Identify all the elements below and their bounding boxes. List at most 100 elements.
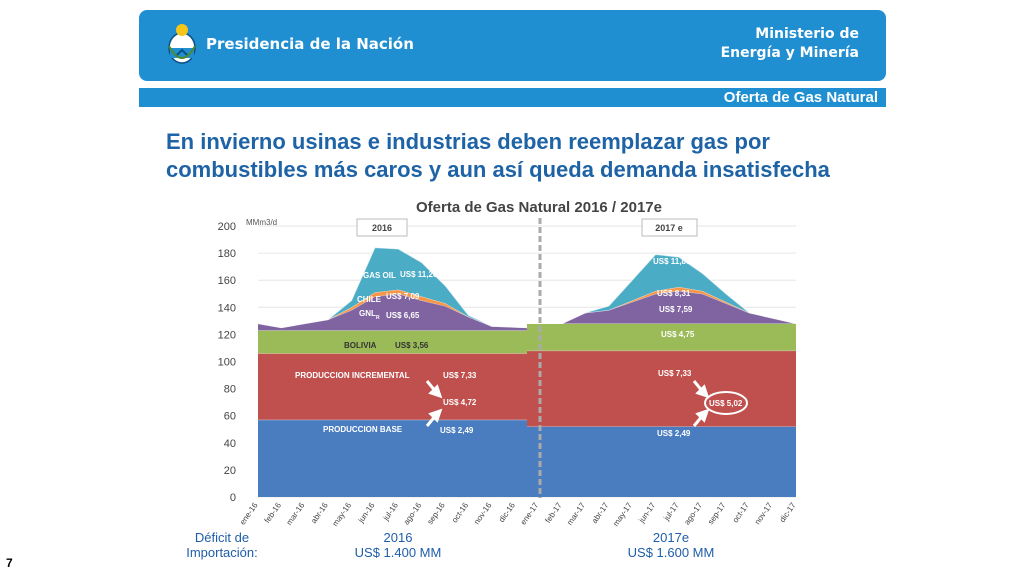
page-number: 7: [6, 556, 13, 570]
area-gas-oil: [258, 247, 527, 328]
x-tick-label: abr-17: [590, 501, 611, 526]
section-bar: Oferta de Gas Natural: [139, 88, 886, 107]
x-tick-label: jun-16: [356, 501, 377, 526]
area-bolivia: [527, 323, 796, 351]
label-bolivia: BOLIVIA: [344, 341, 377, 350]
price-base-2016: US$ 2,49: [440, 426, 474, 435]
arrow-2016-down-head: [428, 384, 443, 399]
label-gnl: GNL: [359, 309, 376, 318]
slide-headline: En invierno usinas e industrias deben re…: [166, 128, 926, 184]
x-tick-label: ago-16: [402, 501, 424, 527]
x-tick-label: oct-16: [450, 501, 470, 525]
y-tick-label: 120: [218, 329, 236, 341]
price-gas-oil-2016: US$ 11,20: [400, 270, 438, 279]
arrow-2017-up-head: [695, 408, 710, 423]
x-tick-label: dic-17: [778, 501, 798, 524]
arrow-2017-down-head: [695, 384, 710, 399]
period-label-2016: 2016: [372, 223, 392, 233]
label-gnl-sub: R: [376, 315, 380, 321]
price-base-2017: US$ 2,49: [657, 429, 691, 438]
headline-line-2: combustibles más caros y aun así queda d…: [166, 157, 830, 182]
y-tick-label: 160: [218, 275, 236, 287]
x-tick-label: jul-16: [381, 501, 400, 523]
y-tick-label: 180: [218, 248, 236, 260]
deficit-label-line2: Importación:: [186, 545, 258, 560]
chart-areas: [257, 247, 797, 497]
y-tick-label: 0: [230, 492, 236, 504]
deficit-label-line1: Déficit de: [194, 530, 250, 545]
deficit-label: Déficit de Importación:: [172, 530, 272, 560]
x-tick-label: ago-17: [682, 501, 704, 527]
section-title: Oferta de Gas Natural: [723, 89, 878, 106]
header-banner: [139, 10, 886, 81]
y-tick-label: 60: [224, 411, 236, 423]
deficit-2017: 2017e US$ 1.600 MM: [613, 530, 729, 560]
chart-y-axis: 0 20 40 60 80 100 120 140 160 180 200: [218, 221, 236, 504]
price-incremental-2016: US$ 7,33: [443, 371, 477, 380]
area-produccion-incremental: [527, 350, 796, 427]
unit-label: MMm3/d: [246, 218, 277, 227]
highlight-ellipse: [704, 391, 748, 415]
x-tick-label: oct-17: [731, 501, 751, 525]
chart-title: Oferta de Gas Natural 2016 / 2017e: [416, 199, 662, 216]
price-mid-2017: US$ 5,02: [709, 399, 743, 408]
label-gas-oil: GAS OIL: [363, 271, 396, 280]
price-incremental-2017: US$ 7,33: [658, 369, 692, 378]
deficit-2017-year: 2017e: [652, 530, 690, 545]
period-box-2017: [641, 218, 698, 237]
x-tick-label: nov-17: [753, 501, 775, 527]
x-tick-label: ene-17: [519, 501, 541, 527]
deficit-2016-amount: US$ 1.400 MM: [354, 545, 442, 560]
x-tick-label: feb-17: [543, 501, 564, 525]
y-tick-label: 100: [218, 357, 236, 369]
label-produccion-incremental: PRODUCCION INCREMENTAL: [295, 371, 410, 380]
area-produccion-base: [527, 426, 796, 497]
x-tick-label: jul-17: [662, 501, 681, 523]
y-tick-label: 40: [224, 438, 236, 450]
price-gnl-2016: US$ 6,65: [386, 311, 420, 320]
chart-x-axis: ene-16 feb-16 mar-16 abr-16 may-16 jun-16 jul-…: [238, 501, 798, 528]
deficit-2016-year: 2016: [383, 530, 413, 545]
y-tick-label: 20: [224, 465, 236, 477]
headline-line-1: En invierno usinas e industrias deben re…: [166, 129, 770, 154]
label-produccion-base: PRODUCCION BASE: [323, 425, 403, 434]
price-gas-oil-2017: US$ 11,86: [653, 257, 691, 266]
period-box-2016: [356, 218, 408, 237]
x-tick-label: may-17: [611, 501, 634, 528]
presidencia-title: Presidencia de la Nación: [206, 35, 414, 53]
price-bolivia-2017: US$ 4,75: [661, 330, 695, 339]
y-tick-label: 200: [218, 221, 236, 233]
x-tick-label: sep-17: [706, 501, 728, 527]
area-produccion-incremental: [258, 353, 527, 420]
deficit-2017-amount: US$ 1.600 MM: [627, 545, 715, 560]
area-gnl: [258, 293, 527, 331]
national-seal-icon: [168, 24, 196, 64]
x-tick-label: dic-16: [497, 501, 517, 524]
ministerio-line1: Ministerio de: [755, 26, 859, 42]
period-label-2017: 2017 e: [655, 223, 683, 233]
deficit-2016: 2016 US$ 1.400 MM: [340, 530, 456, 560]
price-chile-2017: US$ 8,31: [657, 289, 691, 298]
x-tick-label: sep-16: [425, 501, 447, 527]
arrow-2016-up-head: [428, 408, 443, 423]
x-tick-label: feb-16: [263, 501, 284, 525]
area-bolivia: [258, 330, 527, 354]
area-gnl: [527, 291, 796, 324]
ministerio-line2: Energía y Minería: [720, 45, 859, 61]
x-tick-label: mar-16: [285, 501, 307, 527]
area-produccion-base: [258, 419, 527, 497]
label-chile: CHILE: [357, 295, 382, 304]
x-tick-label: abr-16: [309, 501, 330, 526]
price-bolivia-2016: US$ 3,56: [395, 341, 429, 350]
y-tick-label: 140: [218, 302, 236, 314]
price-gnl-2017: US$ 7,59: [659, 305, 693, 314]
area-edge: [257, 247, 528, 329]
price-mid-2016: US$ 4,72: [443, 398, 477, 407]
area-gas-oil: [527, 254, 796, 324]
y-tick-label: 80: [224, 384, 236, 396]
x-tick-label: mar-17: [565, 501, 587, 527]
price-chile-2016: US$ 7,09: [386, 292, 420, 301]
x-tick-label: nov-16: [472, 501, 494, 527]
x-tick-label: ene-16: [238, 501, 260, 527]
